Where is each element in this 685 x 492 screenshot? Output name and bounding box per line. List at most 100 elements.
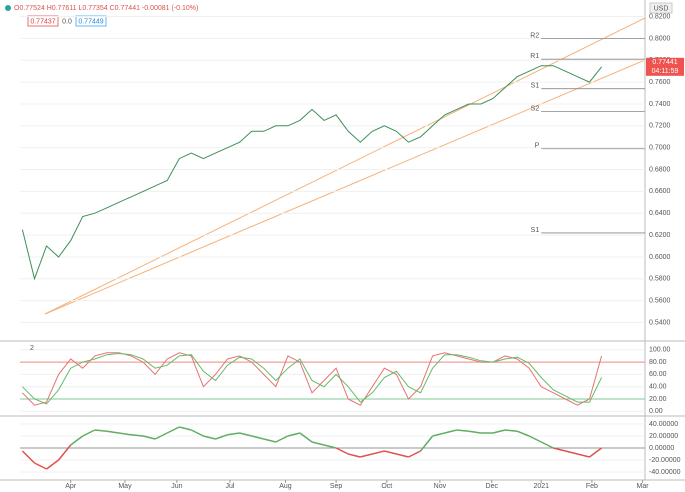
oscillator-segment	[179, 426, 192, 431]
oscillator-segment	[528, 435, 542, 443]
oscillator-segment	[154, 432, 168, 440]
series-line	[22, 352, 603, 406]
oscillator-segment	[432, 432, 445, 437]
oscillator-segment	[444, 429, 457, 434]
y-tick-label: 80.00	[649, 359, 667, 366]
panel-legend: 2	[30, 345, 34, 352]
channel-line	[44, 59, 646, 315]
ask: 0.77449	[78, 18, 103, 25]
oscillator-segment	[58, 444, 72, 461]
pivot-label: S1	[531, 83, 540, 90]
series-line	[21, 65, 602, 281]
oscillator-segment	[106, 430, 120, 434]
y-tick-label: 0.7200	[649, 123, 671, 130]
bid-box	[27, 15, 59, 27]
y-tick-label: 60.00	[649, 371, 667, 378]
oscillator-segment	[540, 441, 554, 449]
oscillator-segment	[130, 434, 144, 437]
y-tick-label: 0.8000	[649, 35, 671, 42]
pivot-label: S2	[531, 105, 540, 112]
oscillator-segment	[34, 462, 47, 470]
y-tick-label: 0.00	[649, 408, 663, 415]
oscillator-segment	[239, 432, 252, 437]
oscillator-segment	[46, 459, 60, 470]
countdown: 04:11:59	[652, 68, 679, 75]
currency: USD	[654, 5, 669, 12]
x-tick-label: Jul	[225, 483, 234, 490]
y-tick-label: 0.6200	[649, 232, 671, 239]
spread: 0.0	[62, 18, 72, 25]
y-tick-label: 0.6400	[649, 210, 671, 217]
x-tick-label: 2021	[533, 483, 549, 490]
x-tick-label: Feb	[586, 483, 598, 490]
oscillator-segment	[227, 432, 240, 436]
pivot-label: R1	[530, 53, 539, 60]
oscillator-segment	[118, 432, 132, 436]
oscillator-segment	[311, 441, 325, 446]
oscillator-segment	[408, 450, 421, 458]
oscillator-segment	[565, 450, 578, 455]
y-tick-label: 0.7600	[649, 79, 671, 86]
x-tick-label: Aug	[279, 483, 292, 490]
oscillator-segment	[468, 430, 482, 434]
y-tick-label: -20.00000	[649, 457, 681, 464]
oscillator-segment	[94, 429, 107, 432]
oscillator-segment	[419, 435, 434, 452]
oscillator-segment	[577, 453, 590, 458]
pivot-label: P	[535, 143, 540, 150]
x-tick-label: Jun	[171, 483, 182, 490]
oscillator-segment	[251, 435, 264, 440]
y-tick-label: 0.00000	[649, 445, 674, 452]
oscillator-segment	[335, 447, 349, 455]
y-tick-label: 0.5400	[649, 319, 671, 326]
oscillator-segment	[166, 426, 180, 434]
y-tick-label: 0.6600	[649, 188, 671, 195]
y-tick-label: 40.00	[649, 384, 667, 391]
oscillator-segment	[553, 447, 566, 452]
x-tick-label: Dec	[486, 483, 499, 490]
pivot-label: R2	[530, 32, 539, 39]
oscillator-segment	[275, 435, 289, 443]
oscillator-segment	[348, 453, 361, 458]
pivot-label: S1	[531, 227, 540, 234]
y-tick-label: 0.6000	[649, 254, 671, 261]
oscillator-segment	[360, 453, 373, 458]
x-tick-label: Sep	[330, 483, 343, 490]
oscillator-segment	[384, 450, 397, 455]
status-dot	[5, 5, 11, 11]
series-line	[22, 352, 603, 405]
channel-line	[44, 17, 646, 315]
x-tick-label: Oct	[381, 483, 392, 490]
oscillator-segment	[589, 447, 603, 458]
y-tick-label: -40.00000	[649, 469, 681, 476]
y-tick-label: 0.7000	[649, 145, 671, 152]
y-tick-label: 0.5600	[649, 298, 671, 305]
x-tick-label: Apr	[65, 483, 77, 490]
x-tick-label: May	[118, 483, 132, 490]
oscillator-segment	[299, 432, 313, 443]
oscillator-segment	[82, 429, 96, 437]
y-tick-label: 0.6800	[649, 166, 671, 173]
last-price-box	[646, 57, 684, 76]
oscillator-segment	[372, 450, 385, 455]
y-tick-label: 20.00000	[649, 433, 678, 440]
y-tick-label: 40.00000	[649, 421, 678, 428]
oscillator-segment	[504, 429, 518, 432]
oscillator-segment	[323, 444, 337, 449]
ohlc-header: O0.77524 H0.77611 L0.77354 C0.77441 -0.0…	[14, 5, 198, 12]
oscillator-segment	[492, 429, 506, 434]
oscillator-segment	[456, 429, 469, 432]
last-price: 0.77441	[652, 59, 677, 66]
oscillator-segment	[203, 435, 216, 440]
oscillator-segment	[21, 450, 36, 464]
oscillator-segment	[70, 435, 84, 446]
x-tick-label: Nov	[434, 483, 447, 490]
y-tick-label: 0.8200	[649, 13, 671, 20]
oscillator-segment	[190, 429, 204, 437]
oscillator-segment	[263, 438, 276, 443]
y-tick-label: 0.7400	[649, 101, 671, 108]
oscillator-segment	[516, 430, 530, 437]
oscillator-segment	[215, 434, 228, 440]
